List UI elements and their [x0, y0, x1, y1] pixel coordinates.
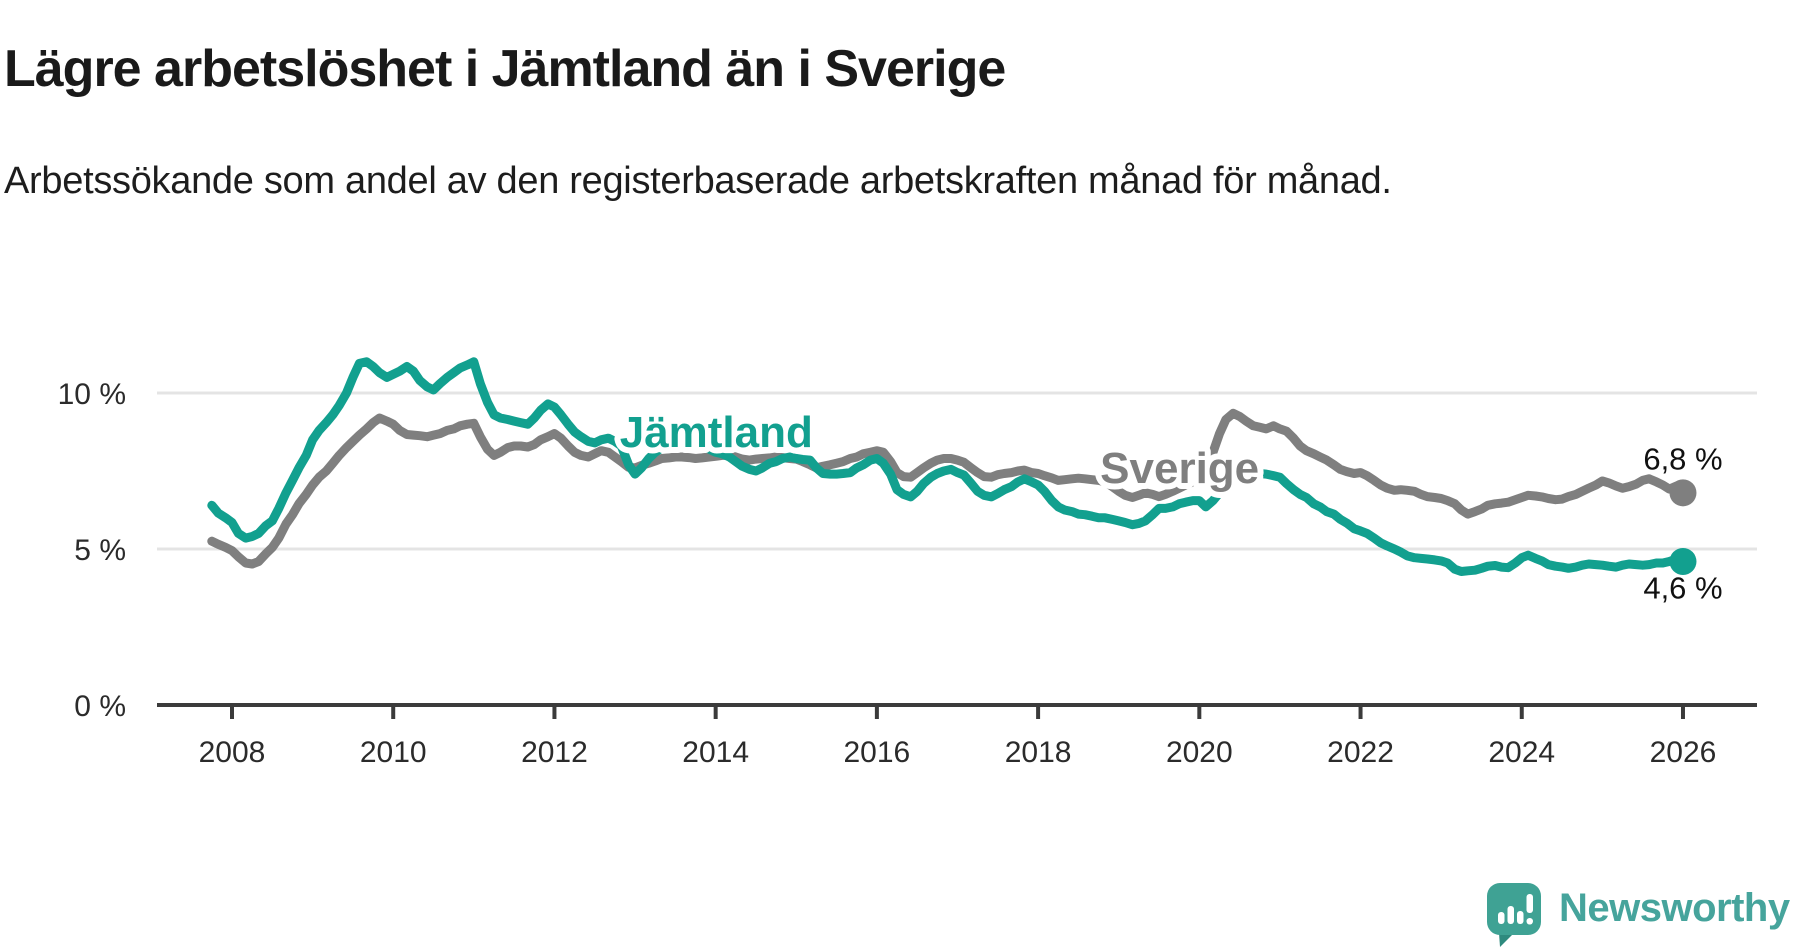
x-axis-tick-label: 2016	[844, 736, 911, 769]
series-label-jamtland: Jämtland	[620, 408, 813, 457]
series-line-jamtland	[207, 357, 1688, 576]
x-axis-tick-label: 2022	[1327, 736, 1394, 769]
y-axis-tick-label: 0 %	[74, 690, 126, 723]
y-axis-tick-label: 10 %	[58, 378, 126, 411]
x-axis-tick-label: 2024	[1488, 736, 1555, 769]
chart-title: Lägre arbetslöshet i Jämtland än i Sveri…	[4, 39, 1006, 98]
x-axis-tick-label: 2020	[1166, 736, 1233, 769]
newsworthy-logo-icon	[1487, 883, 1541, 947]
x-axis-tick-label: 2026	[1650, 736, 1717, 769]
chart-subtitle: Arbetssökande som andel av den registerb…	[4, 160, 1392, 202]
newsworthy-logo: Newsworthy	[1486, 882, 1790, 948]
x-axis-tick-label: 2012	[521, 736, 588, 769]
x-axis-tick-label: 2014	[682, 736, 749, 769]
y-axis-tick-label: 5 %	[74, 534, 126, 567]
x-axis-tick-label: 2008	[199, 736, 266, 769]
x-axis-tick-label: 2018	[1005, 736, 1072, 769]
series-end-value-label-jamtland: 4,6 %	[1643, 570, 1722, 605]
series-line-sverige	[207, 408, 1688, 569]
series-end-dot-jamtland	[1669, 547, 1697, 575]
x-axis-tick-label: 2010	[360, 736, 427, 769]
newsworthy-wordmark: Newsworthy	[1559, 886, 1790, 930]
series-end-value-label-sverige: 6,8 %	[1643, 441, 1722, 476]
series-end-dot-sverige	[1669, 479, 1697, 507]
series-label-sverige: Sverige	[1100, 444, 1259, 493]
